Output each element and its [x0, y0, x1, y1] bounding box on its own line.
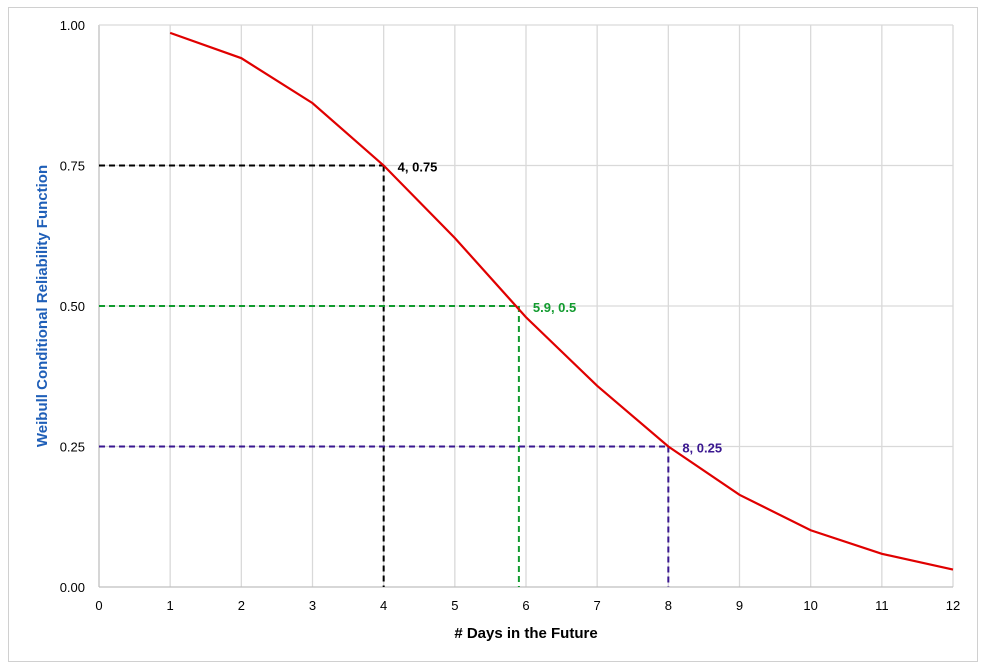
x-tick-label: 12: [946, 598, 960, 613]
y-axis-ticks: 0.00 0.25 0.50 0.75 1.00: [60, 18, 85, 595]
x-tick-label: 2: [238, 598, 245, 613]
guide-lines: [99, 164, 670, 587]
x-axis-ticks: 0 1 2 3 4 5 6 7 8 9 10 11 12: [95, 598, 960, 613]
x-tick-label: 5: [451, 598, 458, 613]
y-tick-label: 0.00: [60, 580, 85, 595]
annotation-label: 8, 0.25: [682, 441, 722, 456]
x-tick-label: 9: [736, 598, 743, 613]
series-line: [169, 31, 954, 571]
x-tick-label: 0: [95, 598, 102, 613]
x-tick-label: 3: [309, 598, 316, 613]
x-tick-label: 11: [875, 598, 889, 613]
annotation-label: 4, 0.75: [398, 160, 438, 175]
y-tick-label: 0.25: [60, 440, 85, 455]
x-tick-label: 7: [594, 598, 601, 613]
x-tick-label: 6: [522, 598, 529, 613]
annotations: 4, 0.75 5.9, 0.5 8, 0.25: [398, 160, 722, 456]
y-tick-label: 0.75: [60, 159, 85, 174]
x-tick-label: 4: [380, 598, 387, 613]
series-layer: [169, 31, 954, 571]
x-tick-label: 10: [803, 598, 817, 613]
annotation-label: 5.9, 0.5: [533, 300, 576, 315]
grid-lines: [98, 24, 954, 588]
y-axis-label: Weibull Conditional Reliability Function: [34, 165, 51, 447]
y-tick-label: 0.50: [60, 299, 85, 314]
x-axis-label: # Days in the Future: [454, 625, 597, 642]
x-tick-label: 8: [665, 598, 672, 613]
x-tick-label: 1: [167, 598, 174, 613]
y-tick-label: 1.00: [60, 18, 85, 33]
chart-frame: [8, 7, 978, 662]
